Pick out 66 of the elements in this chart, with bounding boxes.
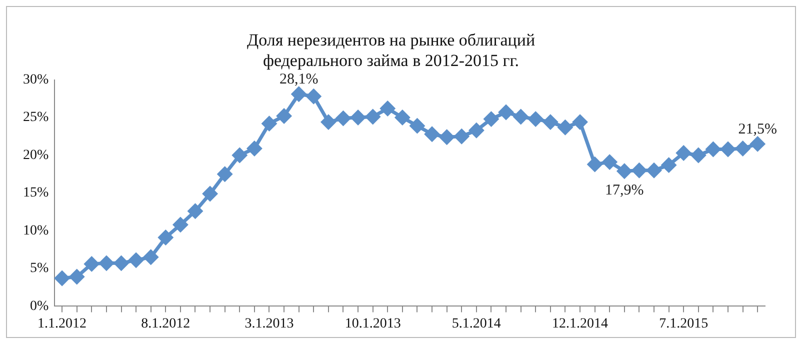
x-tick-label: 12.1.2014 <box>552 316 608 332</box>
point <box>99 256 114 270</box>
point <box>588 157 602 172</box>
point <box>424 126 440 142</box>
point <box>528 112 543 126</box>
point <box>558 120 572 135</box>
point <box>469 123 484 138</box>
y-tick-label: 5% <box>30 261 49 276</box>
y-tick-label: 30% <box>22 72 49 88</box>
point <box>232 148 247 163</box>
point <box>128 252 144 268</box>
point <box>276 108 292 124</box>
point <box>321 114 336 130</box>
point <box>350 110 366 125</box>
point <box>395 110 410 125</box>
point <box>514 110 528 124</box>
point <box>543 114 558 130</box>
point <box>70 270 84 284</box>
point <box>158 230 173 245</box>
point <box>336 111 350 126</box>
point <box>646 163 662 178</box>
x-tick-label: 3.1.2013 <box>244 316 294 332</box>
y-tick-label: 20% <box>22 148 49 163</box>
point <box>410 118 424 134</box>
point <box>676 146 691 160</box>
point <box>454 129 469 144</box>
point <box>144 250 158 264</box>
point <box>632 163 646 178</box>
point <box>572 114 588 130</box>
data-label: 17,9% <box>605 182 644 199</box>
data-label: 21,5% <box>738 121 777 138</box>
point <box>218 166 232 182</box>
x-tick-label: 5.1.2014 <box>452 316 501 332</box>
chart-title: Доля нерезидентов на рынке облигаций федерального займа в 2012-2015 гг. <box>246 30 536 70</box>
point <box>484 112 498 126</box>
point <box>662 158 676 172</box>
x-tick-label: 10.1.2013 <box>344 316 401 332</box>
point <box>114 256 129 270</box>
point <box>292 86 306 102</box>
y-tick-label: 15% <box>22 186 49 201</box>
y-tick-label: 0% <box>30 298 49 314</box>
point <box>188 204 202 218</box>
x-tick-label: 1.1.2012 <box>38 316 87 332</box>
point <box>262 116 276 131</box>
y-tick-label: 25% <box>22 110 49 126</box>
point <box>602 154 617 170</box>
point <box>750 136 765 152</box>
data-label: 28,1% <box>279 72 318 88</box>
x-tick-label: 7.1.2015 <box>659 316 708 332</box>
point <box>691 148 706 163</box>
point <box>306 89 321 104</box>
point <box>380 101 395 116</box>
y-tick-label: 10% <box>22 223 49 238</box>
point <box>202 186 218 202</box>
point <box>440 130 454 144</box>
point <box>366 110 380 124</box>
point <box>247 141 262 156</box>
point <box>173 217 188 232</box>
point <box>720 142 736 156</box>
point <box>84 256 99 272</box>
point <box>617 164 632 178</box>
point <box>498 105 514 120</box>
point <box>736 141 750 156</box>
x-tick-label: 8.1.2012 <box>141 316 190 332</box>
point <box>706 142 720 156</box>
point <box>54 271 70 286</box>
